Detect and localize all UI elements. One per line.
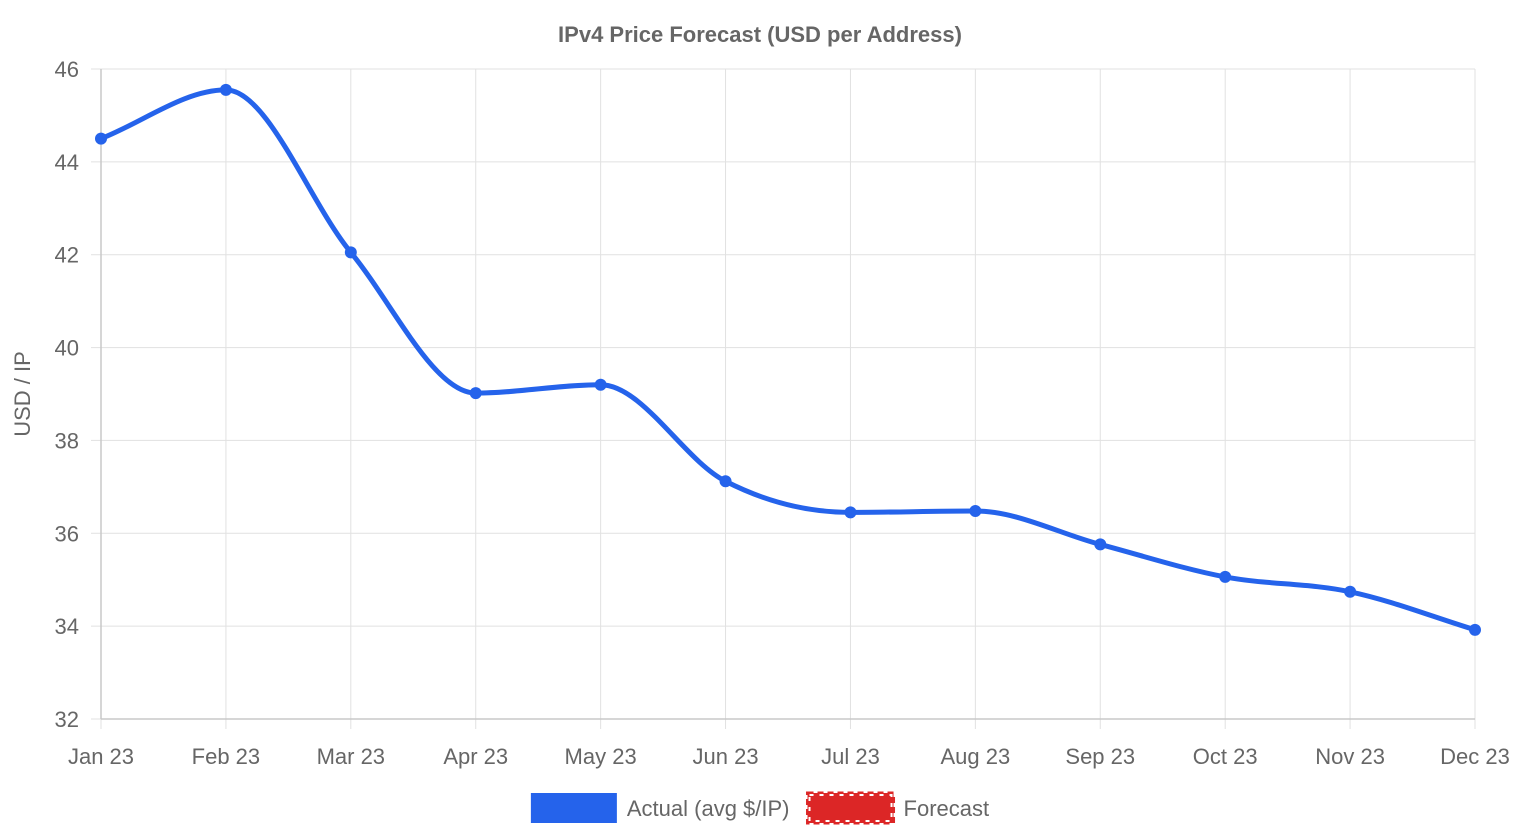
- chart-title: IPv4 Price Forecast (USD per Address): [558, 22, 962, 47]
- x-tick-label: Jun 23: [693, 744, 759, 769]
- data-series: [95, 83, 1481, 636]
- x-tick-label: May 23: [565, 744, 637, 769]
- y-tick-label: 44: [55, 150, 79, 175]
- data-point: [95, 132, 107, 145]
- grid-lines: [91, 68, 1476, 729]
- data-point: [719, 475, 732, 488]
- data-point: [1344, 585, 1357, 598]
- tick-labels: 32 34 36 38 40 42 44 46 Jan 23 Feb 23 Mar 23 Apr 23…: [55, 57, 1510, 769]
- legend-swatch: [530, 793, 617, 823]
- data-point: [1094, 538, 1107, 551]
- x-tick-label: Dec 23: [1440, 744, 1510, 769]
- y-axis-label: USD / IP: [10, 351, 35, 437]
- x-tick-label: Mar 23: [317, 744, 385, 769]
- data-point: [344, 246, 357, 259]
- x-tick-label: Nov 23: [1315, 744, 1385, 769]
- legend-swatch-dash: [808, 794, 893, 822]
- axes: [100, 69, 1475, 720]
- legend-swatch: [806, 791, 896, 825]
- data-point: [844, 506, 857, 519]
- x-tick-label: Feb 23: [192, 744, 261, 769]
- legend: Actual (avg $/IP) Forecast: [530, 791, 990, 825]
- x-tick-label: Aug 23: [940, 744, 1010, 769]
- x-tick-label: Jul 23: [821, 744, 880, 769]
- legend-label: Forecast: [904, 796, 990, 821]
- y-tick-label: 40: [55, 336, 79, 361]
- y-tick-label: 38: [55, 428, 79, 453]
- legend-label: Actual (avg $/IP): [627, 796, 790, 821]
- legend-item[interactable]: Forecast: [806, 791, 990, 825]
- legend-item[interactable]: Actual (avg $/IP): [530, 793, 790, 823]
- y-tick-label: 46: [55, 57, 79, 82]
- data-point: [1469, 623, 1481, 636]
- data-point: [969, 505, 982, 517]
- x-tick-label: Sep 23: [1065, 744, 1135, 769]
- x-tick-label: Apr 23: [443, 744, 508, 769]
- y-tick-label: 34: [55, 614, 79, 639]
- data-point: [594, 378, 607, 391]
- y-tick-label: 36: [55, 521, 79, 546]
- y-tick-label: 32: [55, 707, 79, 732]
- data-point: [219, 83, 232, 96]
- series-line: [98, 87, 1478, 633]
- x-tick-label: Jan 23: [68, 744, 134, 769]
- y-tick-label: 42: [55, 243, 79, 268]
- data-point: [1219, 570, 1232, 583]
- x-tick-label: Oct 23: [1193, 744, 1258, 769]
- data-point: [469, 387, 482, 400]
